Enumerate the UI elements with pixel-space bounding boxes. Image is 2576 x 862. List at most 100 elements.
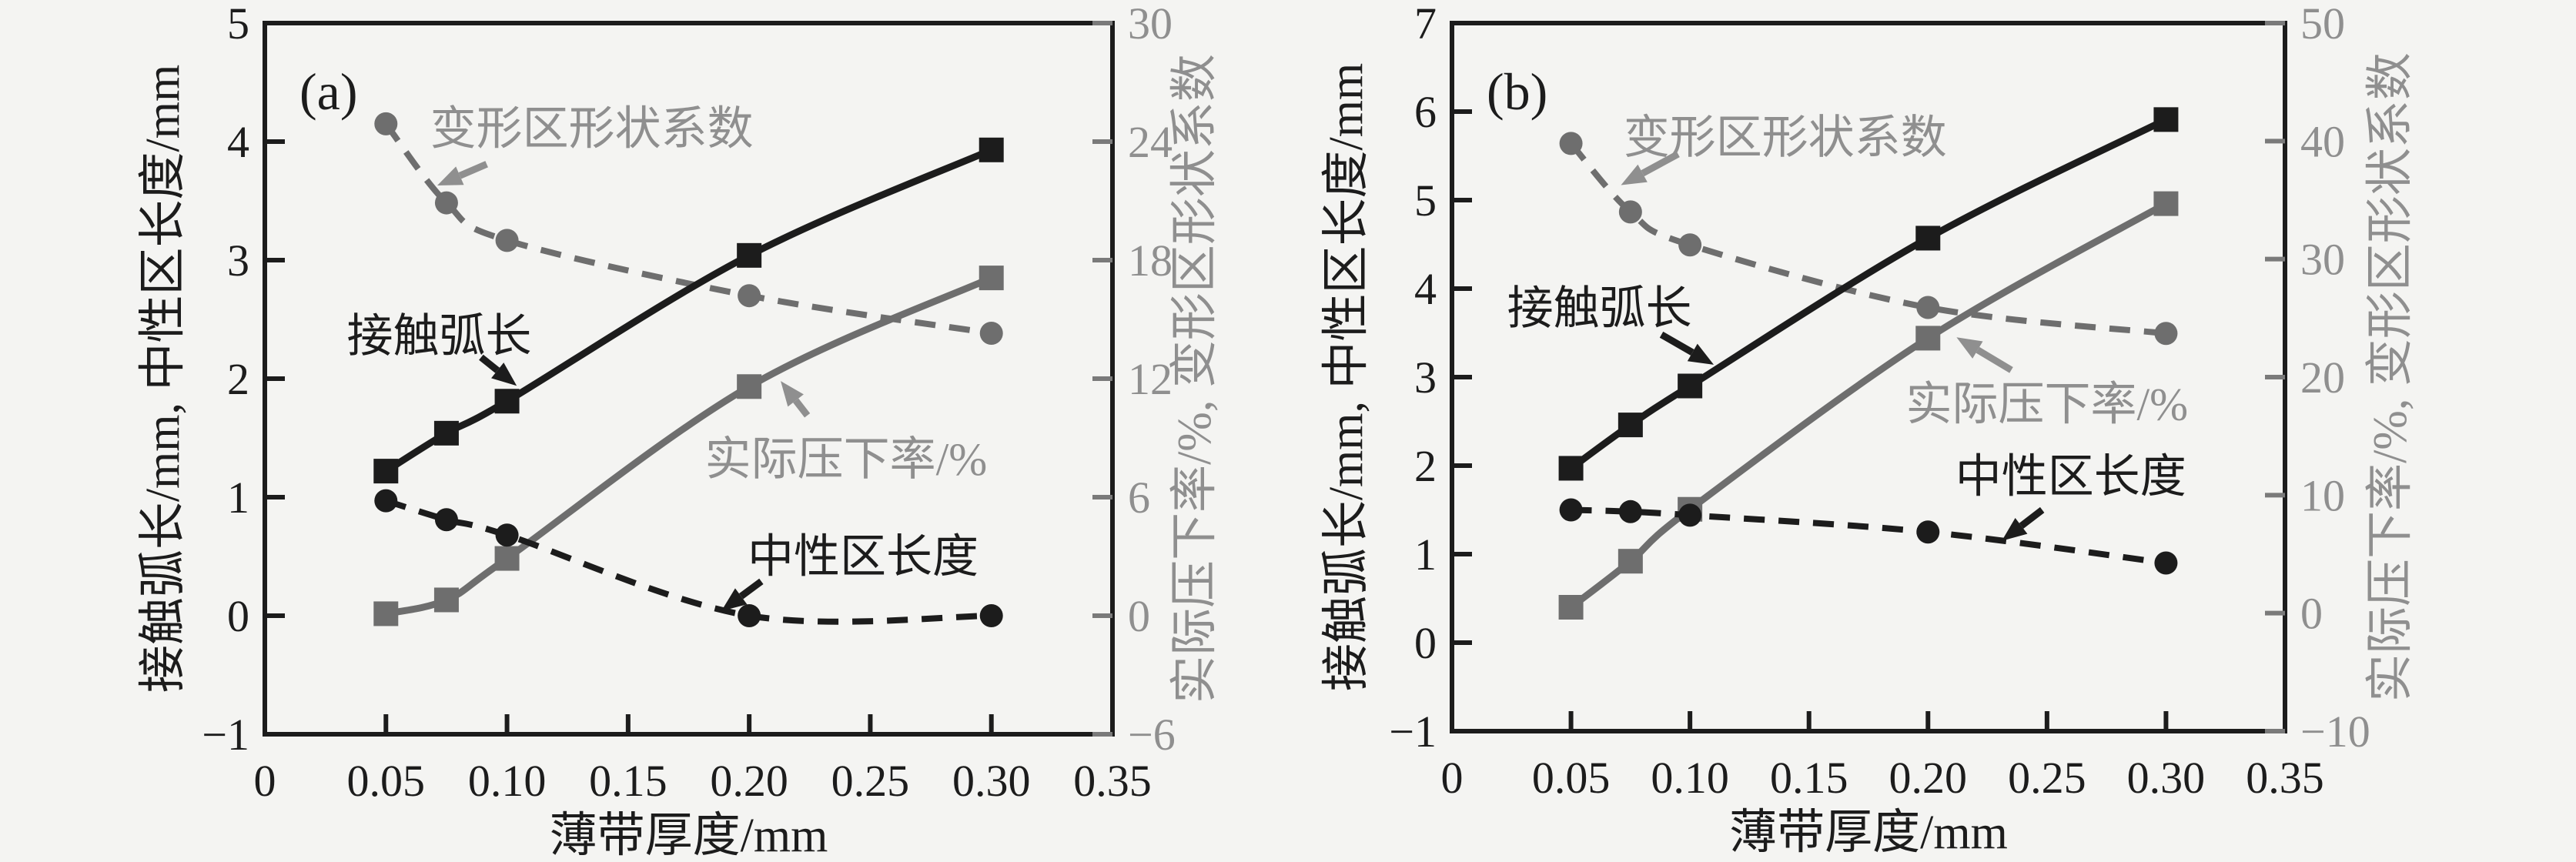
contact-arc-length-marker: [494, 389, 520, 414]
x-axis-tick-label: 0.30: [952, 756, 1031, 806]
y-axis-left-title: 接触弧长/mm, 中性区长度/mm: [1320, 63, 1373, 691]
x-axis-tick-label: 0.35: [2246, 753, 2324, 803]
neutral-zone-length-annotation-label: 中性区长度: [1955, 452, 2186, 503]
actual-reduction-rate-marker: [1558, 595, 1584, 620]
neutral-zone-length-marker: [2154, 551, 2178, 575]
y-axis-right-tick-label: 50: [2300, 0, 2345, 48]
contact-arc-length-annotation-arrow-head: [1687, 343, 1715, 365]
actual-reduction-rate-annotation-label: 实际压下率/%: [705, 434, 988, 485]
deformation-shape-coefficient-annotation-arrow-line: [458, 161, 488, 179]
y-axis-right-tick-label: −6: [1128, 710, 1176, 760]
deformation-shape-coefficient-marker: [979, 321, 1003, 345]
x-axis-tick-label: 0.20: [710, 756, 788, 806]
x-axis-tick-label: 0.10: [1651, 753, 1729, 803]
y-axis-left-tick-label: 3: [1414, 352, 1437, 403]
actual-reduction-rate-annotation-arrow-head: [1956, 337, 1983, 359]
x-axis-tick-label: 0: [1441, 753, 1464, 803]
chart-panel-a: 0 0.05 0.10 0.15 0.20 0.25 0.30 0.35−1012345−60…: [137, 0, 1221, 862]
y-axis-left-tick-label: 7: [1414, 0, 1437, 48]
neutral-zone-length-marker: [495, 523, 519, 547]
plot: 0 0.05 0.10 0.15 0.20 0.25 0.30 0.35−1012345−60…: [137, 0, 1221, 862]
contact-arc-length-marker: [1618, 413, 1643, 438]
y-axis-left-tick-label: 4: [1414, 264, 1437, 314]
x-axis-tick-label: 0.25: [2008, 753, 2086, 803]
x-axis-tick-label: 0.15: [589, 756, 667, 806]
deformation-shape-coefficient-marker: [495, 229, 519, 252]
y-axis-right-title: 实际压下率/%, 变形区形状系数: [1169, 54, 1221, 703]
neutral-zone-length-marker: [374, 489, 398, 513]
y-axis-left-tick-label: 6: [1414, 87, 1437, 137]
deformation-shape-coefficient-line: [383, 122, 992, 336]
y-axis-left-tick-label: 2: [227, 354, 249, 404]
neutral-zone-length-marker: [1916, 520, 1940, 544]
y-axis-right-tick-label: 30: [2300, 235, 2345, 285]
contact-arc-length-marker: [979, 137, 1004, 162]
panel-label: (a): [299, 62, 357, 121]
y-axis-right-tick-label: 20: [2300, 352, 2345, 403]
contact-arc-length-marker: [1558, 456, 1584, 481]
y-axis-left-title: 接触弧长/mm, 中性区长度/mm: [137, 65, 189, 693]
neutral-zone-length-marker: [738, 604, 761, 627]
actual-reduction-rate-annotation-arrow-line: [793, 398, 811, 418]
y-axis-right-tick-label: 6: [1128, 473, 1150, 523]
neutral-zone-length-marker: [979, 604, 1003, 627]
deformation-shape-coefficient-annotation-label: 变形区形状系数: [430, 104, 754, 155]
y-axis-left-tick-label: 4: [227, 117, 249, 167]
y-axis-left-tick-label: 1: [1414, 530, 1437, 580]
deformation-shape-coefficient-annotation-arrow-line: [1641, 151, 1680, 177]
deformation-shape-coefficient-marker: [2154, 322, 2178, 346]
deformation-shape-coefficient-annotation-arrow-head: [437, 166, 464, 185]
x-axis-tick-label: 0.05: [1532, 753, 1611, 803]
y-axis-right-tick-label: −10: [2300, 707, 2370, 757]
contact-arc-length-marker: [2153, 107, 2179, 132]
y-axis-left-tick-label: 1: [227, 473, 249, 523]
y-axis-right-title: 实际压下率/%, 变形区形状系数: [2364, 52, 2417, 702]
x-axis-tick-label: 0.10: [468, 756, 547, 806]
x-axis-tick-label: 0.20: [1889, 753, 1968, 803]
contact-arc-length-marker: [433, 420, 459, 446]
x-axis-tick-label: 0.05: [347, 756, 426, 806]
actual-reduction-rate-annotation-arrow-line: [1975, 346, 2013, 373]
actual-reduction-rate-annotation-label: 实际压下率/%: [1906, 379, 2189, 429]
chart-panel-b: 0 0.05 0.10 0.15 0.20 0.25 0.30 0.35−101234567−…: [1320, 0, 2417, 859]
neutral-zone-length-annotation-arrow-line: [738, 578, 764, 600]
y-axis-right-tick-label: 10: [2300, 470, 2345, 520]
x-axis-title: 薄带厚度/mm: [550, 810, 828, 862]
y-axis-right-tick-label: 30: [1128, 0, 1173, 48]
deformation-shape-coefficient-marker: [1559, 132, 1583, 155]
deformation-shape-coefficient-marker: [738, 284, 761, 308]
x-axis-title: 薄带厚度/mm: [1729, 807, 2008, 859]
y-axis-right-tick-label: 12: [1128, 354, 1173, 404]
y-axis-left-tick-label: 5: [227, 0, 249, 48]
y-axis-right-tick-label: 0: [1128, 591, 1150, 641]
actual-reduction-rate-marker: [433, 587, 459, 613]
panel-label: (b): [1487, 62, 1547, 121]
neutral-zone-length-line: [385, 497, 992, 625]
contact-arc-length-marker: [1915, 226, 1941, 251]
deformation-shape-coefficient-marker: [1916, 296, 1940, 319]
contact-arc-length-annotation-arrow-line: [479, 354, 500, 373]
y-axis-right-tick-label: 18: [1128, 236, 1173, 286]
x-axis-tick-label: 0.15: [1770, 753, 1848, 803]
deformation-shape-coefficient-annotation-arrow-head: [1621, 164, 1648, 185]
actual-reduction-rate-marker: [979, 266, 1004, 291]
neutral-zone-length-annotation-label: 中性区长度: [748, 531, 979, 582]
contact-arc-length-annotation-arrow-head: [491, 363, 517, 386]
y-axis-left-tick-label: 3: [227, 236, 249, 286]
x-axis-tick-label: 0: [254, 756, 276, 806]
y-axis-right-tick-label: 0: [2300, 589, 2323, 639]
y-axis-right-tick-label: 24: [1128, 117, 1173, 167]
actual-reduction-rate-marker: [373, 601, 399, 626]
x-axis-tick-label: 0.35: [1073, 756, 1152, 806]
y-axis-right-tick-label: 40: [2300, 116, 2345, 166]
actual-reduction-rate-marker: [2153, 191, 2179, 216]
contact-arc-length-annotation-label: 接触弧长: [1507, 283, 1692, 334]
contact-arc-length-annotation-arrow-line: [1659, 331, 1694, 356]
neutral-zone-length-marker: [434, 508, 458, 532]
neutral-zone-length-marker: [1618, 499, 1642, 523]
actual-reduction-rate-annotation-arrow-head: [781, 381, 804, 407]
contact-arc-length-marker: [1678, 373, 1703, 399]
deformation-shape-coefficient-marker: [1618, 200, 1642, 224]
y-axis-left-tick-label: 5: [1414, 175, 1437, 226]
